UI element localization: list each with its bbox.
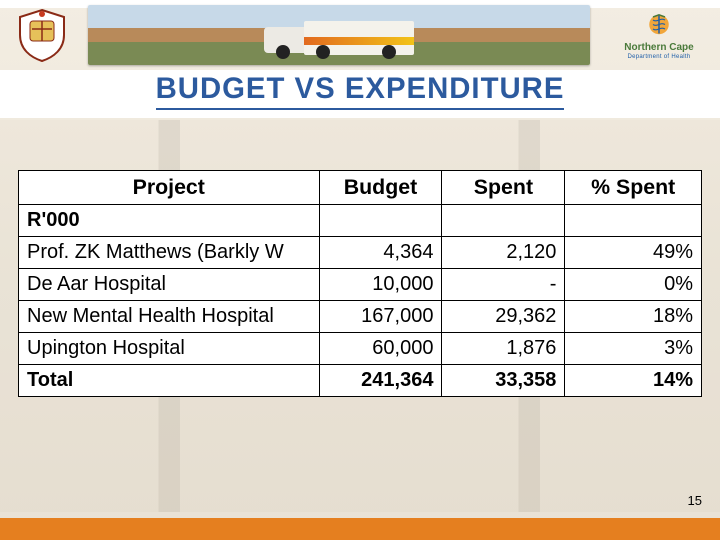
table-column-header: Project xyxy=(19,171,320,205)
cell-project: R'000 xyxy=(19,204,320,236)
slide-title: BUDGET VS EXPENDITURE xyxy=(156,72,565,110)
ambulance-icon xyxy=(264,17,414,57)
header-bar: Northern Cape Department of Health xyxy=(0,0,720,70)
title-area: BUDGET VS EXPENDITURE xyxy=(0,70,720,118)
cell-value xyxy=(565,204,702,236)
table-row: New Mental Health Hospital167,00029,3621… xyxy=(19,300,702,332)
page-number: 15 xyxy=(688,493,702,508)
cell-project: De Aar Hospital xyxy=(19,268,320,300)
cell-project: Total xyxy=(19,364,320,396)
cell-project: Upington Hospital xyxy=(19,332,320,364)
table-column-header: Budget xyxy=(319,171,442,205)
cell-project: New Mental Health Hospital xyxy=(19,300,320,332)
cell-project: Prof. ZK Matthews (Barkly W xyxy=(19,236,320,268)
cell-value: 3% xyxy=(565,332,702,364)
cell-value: 4,364 xyxy=(319,236,442,268)
table-row: De Aar Hospital10,000-0% xyxy=(19,268,702,300)
cell-value: 33,358 xyxy=(442,364,565,396)
cell-value: 167,000 xyxy=(319,300,442,332)
cell-value: - xyxy=(442,268,565,300)
cell-value: 1,876 xyxy=(442,332,565,364)
table-row: R'000 xyxy=(19,204,702,236)
cell-value: 2,120 xyxy=(442,236,565,268)
table-row: Prof. ZK Matthews (Barkly W4,3642,12049% xyxy=(19,236,702,268)
table-row: Upington Hospital60,0001,8763% xyxy=(19,332,702,364)
banner-photo xyxy=(88,5,590,65)
table-column-header: % Spent xyxy=(565,171,702,205)
cell-value xyxy=(442,204,565,236)
cell-value: 18% xyxy=(565,300,702,332)
org-name: Northern Cape xyxy=(624,42,693,53)
cell-value: 10,000 xyxy=(319,268,442,300)
cell-value: 0% xyxy=(565,268,702,300)
cell-value: 14% xyxy=(565,364,702,396)
cell-value xyxy=(319,204,442,236)
footer-accent-bar xyxy=(0,518,720,540)
cell-value: 49% xyxy=(565,236,702,268)
cell-value: 60,000 xyxy=(319,332,442,364)
cell-value: 241,364 xyxy=(319,364,442,396)
budget-table: ProjectBudgetSpent% Spent R'000Prof. ZK … xyxy=(18,170,702,397)
cell-value: 29,362 xyxy=(442,300,565,332)
budget-table-container: ProjectBudgetSpent% Spent R'000Prof. ZK … xyxy=(18,170,702,397)
table-header-row: ProjectBudgetSpent% Spent xyxy=(19,171,702,205)
coat-of-arms-icon xyxy=(10,6,74,64)
table-row: Total241,36433,35814% xyxy=(19,364,702,396)
org-subtitle: Department of Health xyxy=(627,54,690,60)
table-column-header: Spent xyxy=(442,171,565,205)
caduceus-icon xyxy=(644,11,674,41)
northern-cape-logo: Northern Cape Department of Health xyxy=(604,6,714,64)
